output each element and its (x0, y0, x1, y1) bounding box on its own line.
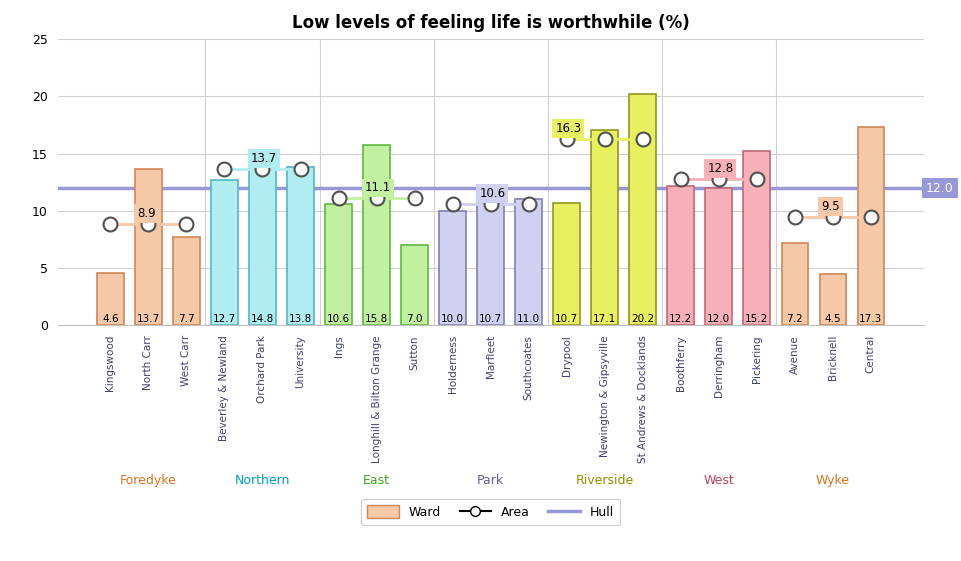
Text: 9.5: 9.5 (821, 200, 839, 213)
Title: Low levels of feeling life is worthwhile (%): Low levels of feeling life is worthwhile… (291, 14, 689, 32)
Bar (704, 188, 731, 325)
Text: 10.0: 10.0 (441, 314, 463, 324)
Bar (97, 273, 124, 325)
Text: 17.3: 17.3 (858, 314, 881, 324)
Bar (210, 180, 237, 325)
Bar (553, 203, 579, 325)
Text: Riverside: Riverside (575, 474, 633, 487)
Text: Foredyke: Foredyke (120, 474, 177, 487)
Text: 7.7: 7.7 (178, 314, 194, 324)
Text: Northern: Northern (234, 474, 290, 487)
Bar (439, 211, 465, 325)
Text: 11.0: 11.0 (517, 314, 540, 324)
Text: 16.3: 16.3 (554, 122, 580, 135)
Text: 12.0: 12.0 (706, 314, 729, 324)
Bar (249, 156, 276, 325)
Bar (135, 169, 161, 325)
Text: 4.5: 4.5 (824, 314, 840, 324)
Text: 20.2: 20.2 (630, 314, 653, 324)
Bar (173, 237, 200, 325)
Bar (515, 200, 541, 325)
Bar (628, 94, 655, 325)
Bar (363, 145, 389, 325)
Text: 7.2: 7.2 (786, 314, 802, 324)
Bar (477, 203, 504, 325)
Bar (667, 186, 693, 325)
Text: 11.1: 11.1 (365, 181, 391, 195)
Text: West: West (702, 474, 733, 487)
Text: 7.0: 7.0 (406, 314, 423, 324)
Text: 15.8: 15.8 (364, 314, 388, 324)
Text: 12.2: 12.2 (669, 314, 692, 324)
Text: 12.8: 12.8 (706, 162, 732, 175)
Text: 10.6: 10.6 (327, 314, 350, 324)
Text: 15.2: 15.2 (745, 314, 768, 324)
Text: 13.8: 13.8 (288, 314, 311, 324)
Text: 17.1: 17.1 (592, 314, 616, 324)
Bar (743, 151, 770, 325)
Text: 13.7: 13.7 (136, 314, 160, 324)
Bar (325, 204, 352, 325)
Text: 10.7: 10.7 (554, 314, 578, 324)
Text: 8.9: 8.9 (136, 206, 156, 220)
Text: Park: Park (477, 474, 504, 487)
Text: 12.7: 12.7 (212, 314, 235, 324)
Bar (819, 274, 846, 325)
Bar (780, 243, 807, 325)
Text: 12.0: 12.0 (925, 182, 953, 195)
Bar (401, 245, 428, 325)
Text: Wyke: Wyke (815, 474, 849, 487)
Bar (287, 167, 313, 325)
Legend: Ward, Area, Hull: Ward, Area, Hull (360, 499, 620, 525)
Text: 14.8: 14.8 (251, 314, 274, 324)
Bar (856, 127, 883, 325)
Text: 10.7: 10.7 (479, 314, 502, 324)
Text: 10.6: 10.6 (479, 187, 505, 200)
Text: 4.6: 4.6 (102, 314, 118, 324)
Text: East: East (362, 474, 389, 487)
Bar (591, 130, 617, 325)
Text: 13.7: 13.7 (251, 151, 277, 165)
